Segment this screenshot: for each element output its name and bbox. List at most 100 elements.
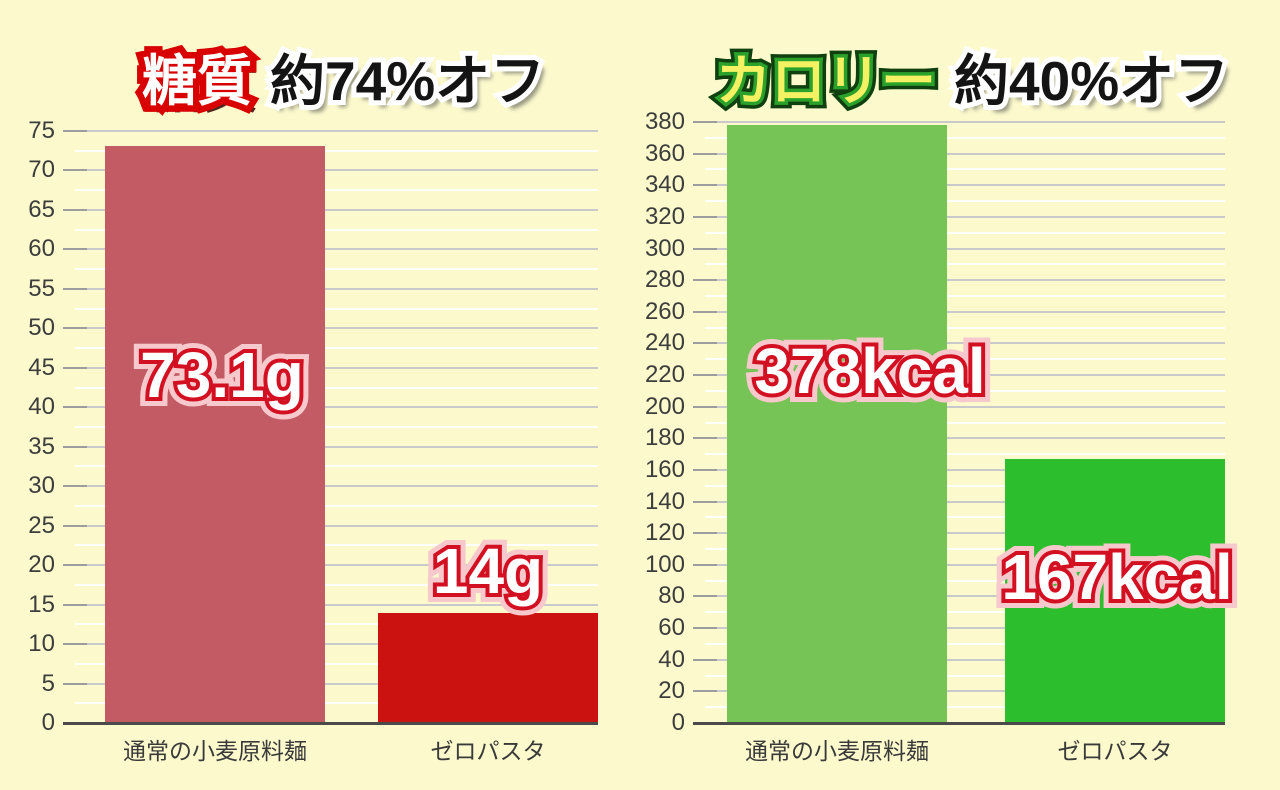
- y-axis-tick: [63, 130, 87, 132]
- gridline-minor: [705, 579, 1225, 582]
- gridline-minor: [705, 389, 1225, 392]
- y-axis-tick: [63, 406, 87, 409]
- y-axis-tick: [63, 327, 87, 330]
- gridline-minor: [705, 200, 1225, 203]
- gridline-major: [705, 658, 1225, 661]
- y-axis-tick: [63, 445, 87, 448]
- value-label-layer: 167kcal: [997, 537, 1236, 616]
- gridline-major: [705, 374, 1225, 377]
- gridline-minor: [705, 421, 1225, 424]
- y-axis-tick: [693, 405, 717, 408]
- gridline-major: [75, 445, 598, 448]
- y-axis-tick: [63, 366, 87, 369]
- y-axis-tick: [693, 595, 717, 598]
- gridline-minor: [75, 228, 598, 231]
- gridline-minor: [75, 347, 598, 350]
- x-axis-label: 通常の小麦原料麺: [123, 738, 307, 764]
- gridline-major: [705, 595, 1225, 598]
- gridline-major: [75, 208, 598, 211]
- y-axis-tick: [63, 485, 87, 488]
- y-tick-label: 240: [644, 329, 685, 357]
- bar-regular-noodles: [105, 146, 325, 723]
- y-tick-label: 0: [41, 709, 55, 736]
- y-tick-label: 35: [28, 432, 55, 460]
- y-axis-tick: [63, 524, 87, 527]
- value-label-layer: 73.1g: [136, 335, 308, 414]
- sugar-title-suffix-text: 約74%オフ: [270, 50, 546, 112]
- gridline-minor: [75, 426, 598, 428]
- y-tick-label: 60: [28, 235, 55, 263]
- gridline-major: [705, 627, 1225, 630]
- sugar-chart-title: 糖質 糖質 約74%オフ 約74%オフ: [135, 43, 550, 118]
- gridline-major: [75, 327, 598, 330]
- y-tick-label: 55: [28, 274, 55, 302]
- gridline-major: [705, 690, 1225, 693]
- y-tick-label: 260: [644, 297, 685, 325]
- sugar-title-keyword-outline: 糖質: [135, 43, 258, 118]
- y-tick-label: 60: [658, 614, 685, 642]
- value-label-layer: 73.1g: [140, 338, 304, 411]
- calorie-plot-area: 0 20 40 60 80 100 120 140 160 180 200 220 240 260 280 3…: [645, 108, 1242, 764]
- gridline-minor: [75, 386, 598, 389]
- gridline-minor: [705, 674, 1225, 677]
- y-tick-label: 10: [28, 630, 55, 658]
- gridline-major: [705, 279, 1225, 282]
- y-tick-label: 300: [644, 234, 685, 262]
- gridline-major: [705, 342, 1225, 345]
- x-axis-line: [693, 722, 1225, 725]
- x-axis-label: 通常の小麦原料麺: [745, 738, 929, 764]
- y-tick-label: 50: [28, 314, 55, 342]
- calorie-title-suffix-text: 約40%オフ: [954, 50, 1230, 112]
- y-tick-label: 15: [28, 590, 55, 618]
- y-tick-label: 30: [28, 472, 55, 500]
- sugar-title-suffix: 約74%オフ 約74%オフ: [265, 45, 550, 117]
- gridline-major: [75, 406, 598, 409]
- y-tick-label: 20: [658, 677, 685, 705]
- gridline-major: [705, 500, 1225, 503]
- gridline-minor: [75, 465, 598, 468]
- x-axis-line: [63, 722, 598, 725]
- value-label-layer: 378kcal: [754, 334, 986, 407]
- sugar-title-suffix-outline: 約74%オフ: [265, 45, 550, 117]
- y-axis-tick: [693, 152, 717, 155]
- gridline-major: [705, 121, 1225, 123]
- gridline-minor: [75, 189, 598, 192]
- calorie-title-keyword-edge: カロリー: [709, 43, 943, 119]
- gridline-minor: [705, 642, 1225, 645]
- gridline-major: [705, 184, 1225, 187]
- gridline-major: [75, 130, 598, 132]
- gridline-major: [705, 310, 1225, 313]
- value-label-layer: 167kcal: [992, 532, 1241, 621]
- gridline-major: [75, 287, 598, 290]
- y-tick-label: 20: [28, 551, 55, 579]
- y-axis-tick: [693, 184, 717, 187]
- x-axis-label: ゼロパスタ: [430, 738, 546, 764]
- calorie-chart-title: カロリー カロリー カロリー 約40%オフ 約40%オフ: [709, 43, 1234, 119]
- y-tick-label: 180: [644, 424, 685, 452]
- y-axis-tick: [63, 169, 87, 172]
- gridline-major: [75, 524, 598, 527]
- bar-regular-noodles: [727, 125, 947, 723]
- value-label-layer: 73.1g: [131, 330, 313, 419]
- y-tick-label: 25: [28, 511, 55, 539]
- y-axis-tick: [63, 248, 87, 251]
- y-axis-tick: [693, 563, 717, 566]
- y-axis-tick: [693, 627, 717, 630]
- y-tick-label: 40: [28, 393, 55, 421]
- y-axis-tick: [693, 468, 717, 471]
- gridline-minor: [705, 231, 1225, 234]
- y-tick-label: 140: [644, 487, 685, 515]
- sugar-plot-area: 0 5 10 15 20 25 30 35 40 45 50 55 60 65 70 75 通常の小麦原料麺 73…: [28, 117, 598, 764]
- gridline-minor: [75, 504, 598, 507]
- value-label: 378kcal 378kcal 378kcal: [745, 326, 994, 415]
- y-axis-tick: [63, 287, 87, 290]
- gridline-minor: [75, 662, 598, 665]
- calorie-title-suffix-outline: 約40%オフ: [949, 45, 1234, 117]
- y-tick-label: 65: [28, 195, 55, 223]
- calorie-title-suffix: 約40%オフ 約40%オフ: [949, 45, 1234, 117]
- y-axis-tick: [63, 564, 87, 567]
- gridline-major: [705, 532, 1225, 535]
- y-tick-label: 70: [28, 156, 55, 184]
- gridline-minor: [75, 268, 598, 271]
